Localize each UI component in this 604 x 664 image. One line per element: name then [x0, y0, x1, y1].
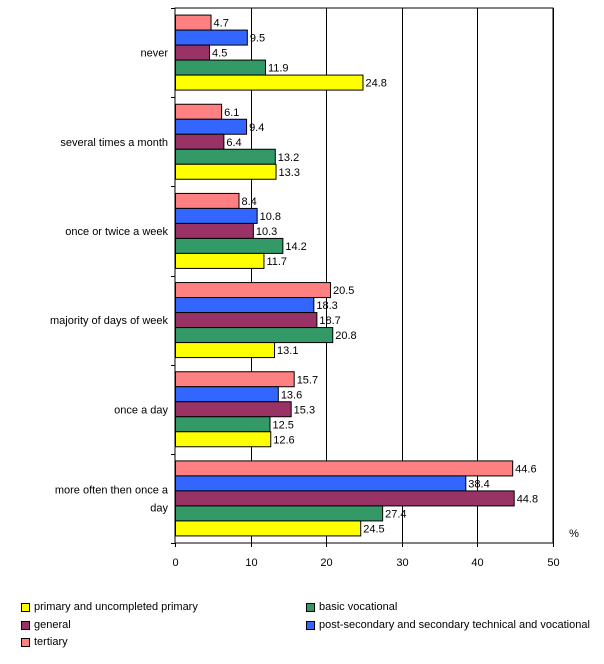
legend-label: general — [34, 619, 71, 631]
bar — [175, 44, 211, 61]
bar — [175, 431, 272, 448]
value-label: 10.3 — [256, 226, 277, 238]
legend-label: post-secondary and secondary technical a… — [319, 619, 590, 631]
bar — [175, 148, 276, 165]
bar — [175, 207, 258, 224]
bar — [175, 74, 364, 91]
x-tick-label: 50 — [547, 557, 559, 569]
legend-item: post-secondary and secondary technical a… — [306, 619, 590, 631]
legend-swatch — [21, 602, 30, 612]
bar — [175, 475, 467, 492]
unit-label: % — [569, 528, 579, 540]
legend-item: tertiary — [21, 636, 68, 648]
bar — [175, 416, 271, 433]
value-label: 8.4 — [242, 196, 257, 208]
value-label: 6.4 — [226, 137, 241, 149]
value-label: 27.4 — [385, 508, 406, 520]
x-tick-label: 10 — [245, 557, 257, 569]
value-label: 13.6 — [281, 389, 302, 401]
value-label: 18.7 — [319, 315, 340, 327]
value-label: 15.7 — [297, 374, 318, 386]
legend-item: basic vocational — [306, 601, 397, 613]
labels: 0 10 20 30 40 50% 4.7 9.5 4.5 11.9 24.8 never 6.1 9.4… — [50, 18, 579, 569]
legend-swatch — [306, 620, 315, 630]
value-label: 9.5 — [250, 33, 265, 45]
bar — [175, 252, 265, 269]
legend-swatch — [21, 637, 30, 647]
value-label: 14.2 — [285, 241, 306, 253]
value-label: 20.5 — [333, 285, 354, 297]
bar — [175, 163, 277, 180]
value-label: 18.3 — [316, 300, 337, 312]
bar — [175, 342, 276, 359]
bar — [175, 133, 225, 150]
axes — [171, 7, 554, 547]
bar — [175, 371, 295, 388]
value-label: 11.9 — [268, 63, 289, 75]
category-label: once or twice a week — [65, 226, 168, 238]
value-label: 24.5 — [363, 523, 384, 535]
value-label: 38.4 — [468, 478, 489, 490]
bar — [175, 490, 515, 507]
legend-item: primary and uncompleted primary — [21, 601, 198, 613]
x-tick-label: 20 — [320, 557, 332, 569]
bar — [175, 14, 212, 31]
category-label: several times a month — [60, 137, 168, 149]
bar — [175, 222, 254, 239]
category-label: once a day — [114, 404, 168, 416]
value-label: 44.6 — [515, 463, 536, 475]
value-label: 11.7 — [266, 256, 287, 268]
bar — [175, 312, 318, 329]
value-label: 24.8 — [365, 78, 386, 90]
value-label: 15.3 — [294, 404, 315, 416]
bar-chart: 0 10 20 30 40 50% 4.7 9.5 4.5 11.9 24.8 never 6.1 9.4… — [50, 7, 579, 569]
legend-swatch — [21, 620, 30, 630]
bar — [175, 520, 362, 537]
value-label: 4.7 — [214, 18, 229, 30]
x-tick-label: 40 — [471, 557, 483, 569]
value-label: 12.6 — [273, 434, 294, 446]
x-tick-label: 30 — [396, 557, 408, 569]
bar — [175, 297, 315, 314]
bar — [175, 118, 248, 135]
legend-item: general — [21, 619, 71, 631]
legend-label: primary and uncompleted primary — [34, 601, 198, 613]
value-label: 13.3 — [279, 167, 300, 179]
value-label: 6.1 — [224, 107, 239, 119]
value-label: 44.8 — [517, 493, 538, 505]
value-label: 13.1 — [277, 345, 298, 357]
x-tick-label: 0 — [172, 557, 178, 569]
bar — [175, 282, 331, 299]
bar — [175, 505, 384, 522]
category-label: day — [150, 502, 168, 514]
category-label: never — [140, 48, 168, 60]
value-label: 10.8 — [260, 211, 281, 223]
value-label: 4.5 — [212, 48, 227, 60]
bars — [175, 14, 515, 537]
legend-swatch — [306, 602, 315, 612]
value-label: 13.2 — [278, 152, 299, 164]
bar — [175, 192, 240, 209]
bar — [175, 386, 279, 403]
legend: primary and uncompleted primary basic voc… — [0, 596, 604, 656]
bar — [175, 327, 334, 344]
bar — [175, 401, 292, 418]
legend-label: tertiary — [34, 636, 68, 648]
bar — [175, 237, 284, 254]
value-label: 12.5 — [273, 419, 294, 431]
bar — [175, 460, 514, 477]
bar — [175, 103, 223, 120]
category-label: more often then once a — [55, 484, 169, 496]
legend-label: basic vocational — [319, 601, 398, 613]
bar — [175, 29, 248, 46]
plot-border — [174, 7, 554, 544]
category-label: majority of days of week — [50, 315, 168, 327]
bar — [175, 59, 266, 76]
value-label: 9.4 — [249, 122, 264, 134]
value-label: 20.8 — [335, 330, 356, 342]
